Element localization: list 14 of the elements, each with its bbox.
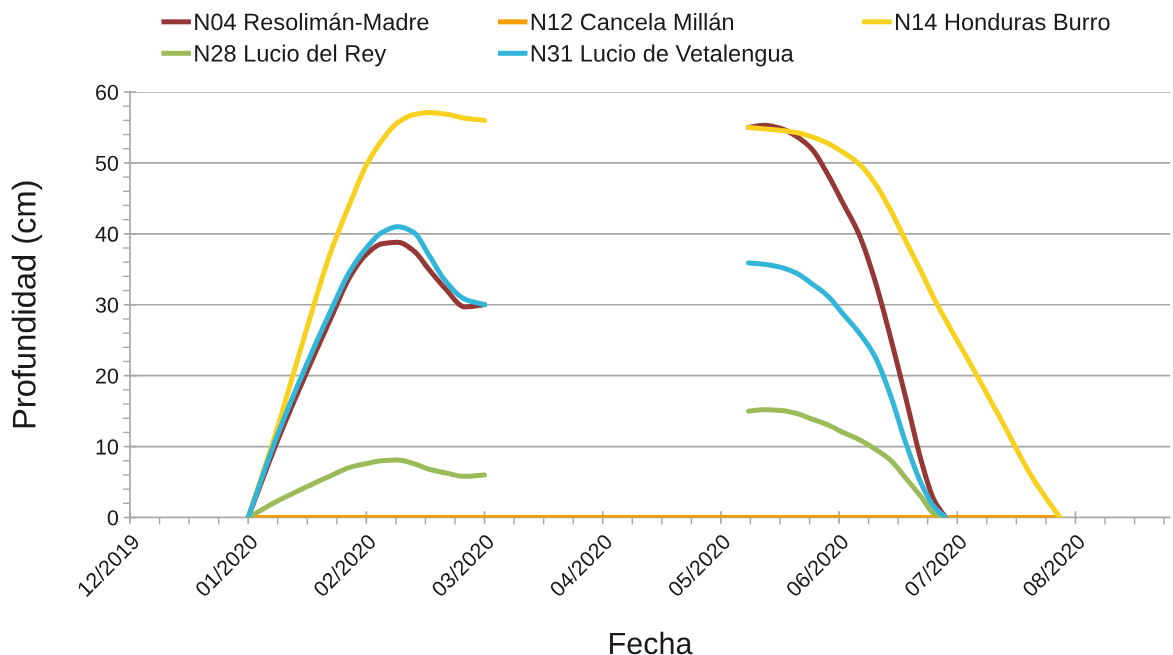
y-tick-label: 40 bbox=[95, 226, 119, 242]
y-axis-title: Profundidad (cm) bbox=[11, 181, 43, 428]
y-tick-label: 50 bbox=[95, 155, 119, 171]
y-tick-label: 30 bbox=[95, 297, 119, 313]
legend-label: N12 Cancela Millán bbox=[531, 12, 734, 31]
y-tick-label: 0 bbox=[107, 510, 119, 526]
legend-label: N04 Resolimán-Madre bbox=[195, 12, 429, 31]
y-tick-label: 60 bbox=[96, 84, 119, 101]
legend-label: N14 Honduras Burro bbox=[895, 12, 1110, 31]
x-axis-title: Fecha bbox=[610, 631, 693, 655]
legend-label: N31 Lucio de Vetalengua bbox=[531, 44, 794, 67]
legend-label: N28 Lucio del Rey bbox=[195, 44, 387, 67]
y-tick-label: 10 bbox=[96, 439, 119, 455]
y-tick-label: 20 bbox=[96, 368, 119, 384]
